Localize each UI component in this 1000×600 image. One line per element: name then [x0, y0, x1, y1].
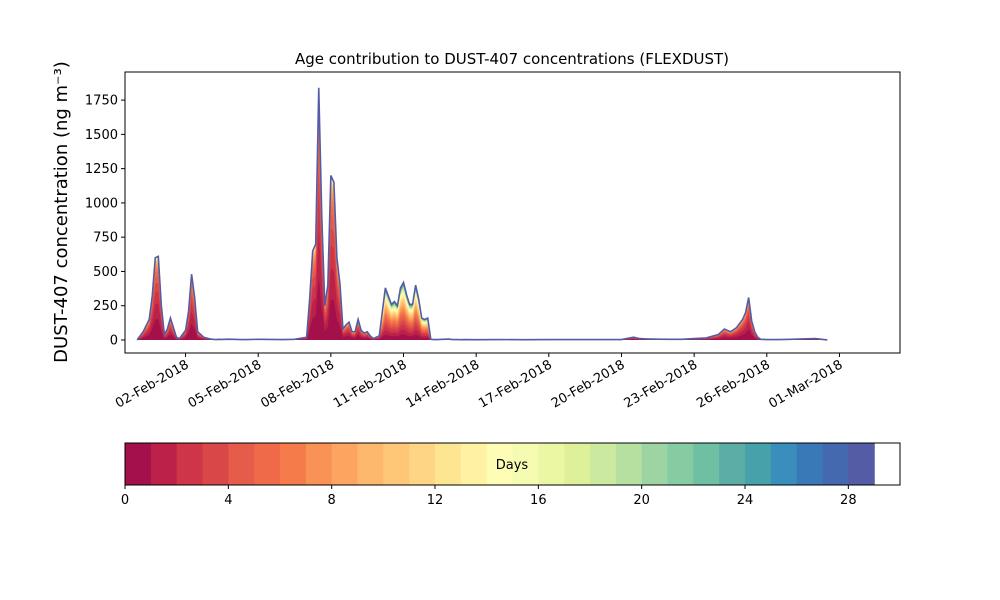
x-tick-label: 17-Feb-2018 — [476, 357, 555, 411]
y-tick-label: 500 — [93, 265, 118, 280]
age-layer-area — [137, 87, 828, 340]
total-outline — [136, 87, 828, 341]
plot-area: 0 250 500 750 1000 1250 1500 1750 02-Feb-201805… — [85, 71, 901, 412]
colorbar-cell — [228, 443, 255, 485]
x-tick-label: 20-Feb-2018 — [549, 357, 628, 411]
y-tick-label: 1750 — [85, 94, 118, 109]
age-layer-area — [137, 89, 828, 340]
age-layer-area — [137, 88, 828, 340]
y-tick-label: 250 — [93, 299, 118, 314]
age-layer-area — [137, 89, 828, 340]
colorbar-cell — [745, 443, 772, 485]
age-layer-area — [137, 88, 828, 340]
colorbar-cell — [615, 443, 643, 485]
colorbar-cell — [460, 443, 488, 485]
colorbar-cell — [254, 443, 281, 485]
x-tick-label: 01-Mar-2018 — [766, 357, 845, 411]
colorbar-cell — [512, 443, 539, 485]
age-layer-area — [137, 101, 828, 340]
y-tick-label: 1500 — [85, 128, 118, 143]
colorbar-cell — [383, 443, 410, 485]
x-tick-label: 23-Feb-2018 — [622, 357, 701, 411]
age-layer-area — [137, 194, 828, 340]
colorbar-tick-label: 0 — [121, 493, 129, 508]
age-layer-area — [137, 229, 828, 340]
y-tick-label: 1250 — [85, 162, 118, 177]
age-layer-area — [137, 121, 828, 340]
plot-frame — [124, 71, 901, 354]
age-layer-area — [137, 98, 828, 340]
colorbar-tick-label: 12 — [427, 493, 444, 508]
colorbar-cell — [125, 443, 152, 485]
colorbar-cell — [280, 443, 307, 485]
colorbar-cell — [770, 443, 798, 485]
age-layer-area — [137, 95, 828, 340]
age-layer-area — [137, 87, 828, 340]
age-layer-area — [137, 90, 828, 340]
colorbar-tick-label: 8 — [328, 493, 336, 508]
y-tick-label: 750 — [93, 231, 118, 246]
colorbar-cell — [150, 443, 178, 485]
x-tick-label: 08-Feb-2018 — [258, 357, 337, 411]
colorbar-tick-label: 4 — [224, 493, 232, 508]
age-layer-area — [137, 132, 828, 340]
colorbar-cell — [202, 443, 229, 485]
colorbar-tick-label: 20 — [633, 493, 650, 508]
colorbar-cell — [693, 443, 720, 485]
colorbar-tick-label: 24 — [737, 493, 754, 508]
colorbar-cells — [125, 443, 875, 485]
age-layers — [136, 87, 828, 341]
age-layer-area — [137, 88, 828, 340]
age-layer-area — [137, 87, 828, 340]
age-layer-area — [137, 167, 828, 340]
age-layer-area — [137, 87, 828, 340]
age-layer-area — [137, 91, 828, 340]
age-layer-area — [137, 113, 828, 340]
colorbar-label: Days — [496, 458, 529, 473]
colorbar-cell — [641, 443, 669, 485]
chart-title: Age contribution to DUST-407 concentrati… — [295, 50, 729, 68]
x-tick-label: 02-Feb-2018 — [113, 357, 192, 411]
colorbar-tick-label: 16 — [530, 493, 547, 508]
age-layer-area — [137, 88, 828, 340]
colorbar-frame — [124, 442, 901, 486]
y-axis-label: DUST-407 concentration (ng m⁻³) — [51, 61, 72, 363]
age-layer-area — [137, 87, 828, 340]
x-axis: 02-Feb-201805-Feb-201808-Feb-201811-Feb-… — [113, 353, 845, 412]
colorbar-cell — [176, 443, 204, 485]
age-layer-area — [137, 87, 828, 340]
colorbar-cell — [357, 443, 384, 485]
colorbar-cell — [435, 443, 462, 485]
x-tick-label: 11-Feb-2018 — [331, 357, 410, 411]
colorbar-cell — [486, 443, 514, 485]
colorbar-tick-label: 28 — [840, 493, 857, 508]
colorbar-ticks: 0 4 8 12 16 20 24 28 — [121, 485, 857, 508]
colorbar-cell — [305, 443, 333, 485]
colorbar: Days 0 4 8 12 16 20 24 28 — [121, 442, 901, 508]
age-layer-area — [137, 93, 828, 340]
y-tick-label: 1000 — [85, 196, 118, 211]
colorbar-cell — [848, 443, 875, 485]
colorbar-cell — [409, 443, 436, 485]
x-tick-label: 26-Feb-2018 — [694, 357, 773, 411]
colorbar-cell — [564, 443, 591, 485]
x-tick-label: 05-Feb-2018 — [186, 357, 265, 411]
age-layer-area — [137, 88, 828, 340]
age-layer-area — [137, 106, 828, 340]
colorbar-cell — [796, 443, 824, 485]
colorbar-cell — [822, 443, 849, 485]
y-axis: 0 250 500 750 1000 1250 1500 1750 — [85, 94, 125, 348]
x-tick-label: 14-Feb-2018 — [404, 357, 483, 411]
colorbar-cell — [719, 443, 746, 485]
y-tick-label: 0 — [110, 333, 118, 348]
colorbar-cell — [667, 443, 694, 485]
colorbar-cell — [331, 443, 359, 485]
colorbar-cell — [590, 443, 617, 485]
age-layer-area — [137, 92, 828, 340]
colorbar-cell — [538, 443, 565, 485]
age-layer-area — [137, 147, 828, 340]
